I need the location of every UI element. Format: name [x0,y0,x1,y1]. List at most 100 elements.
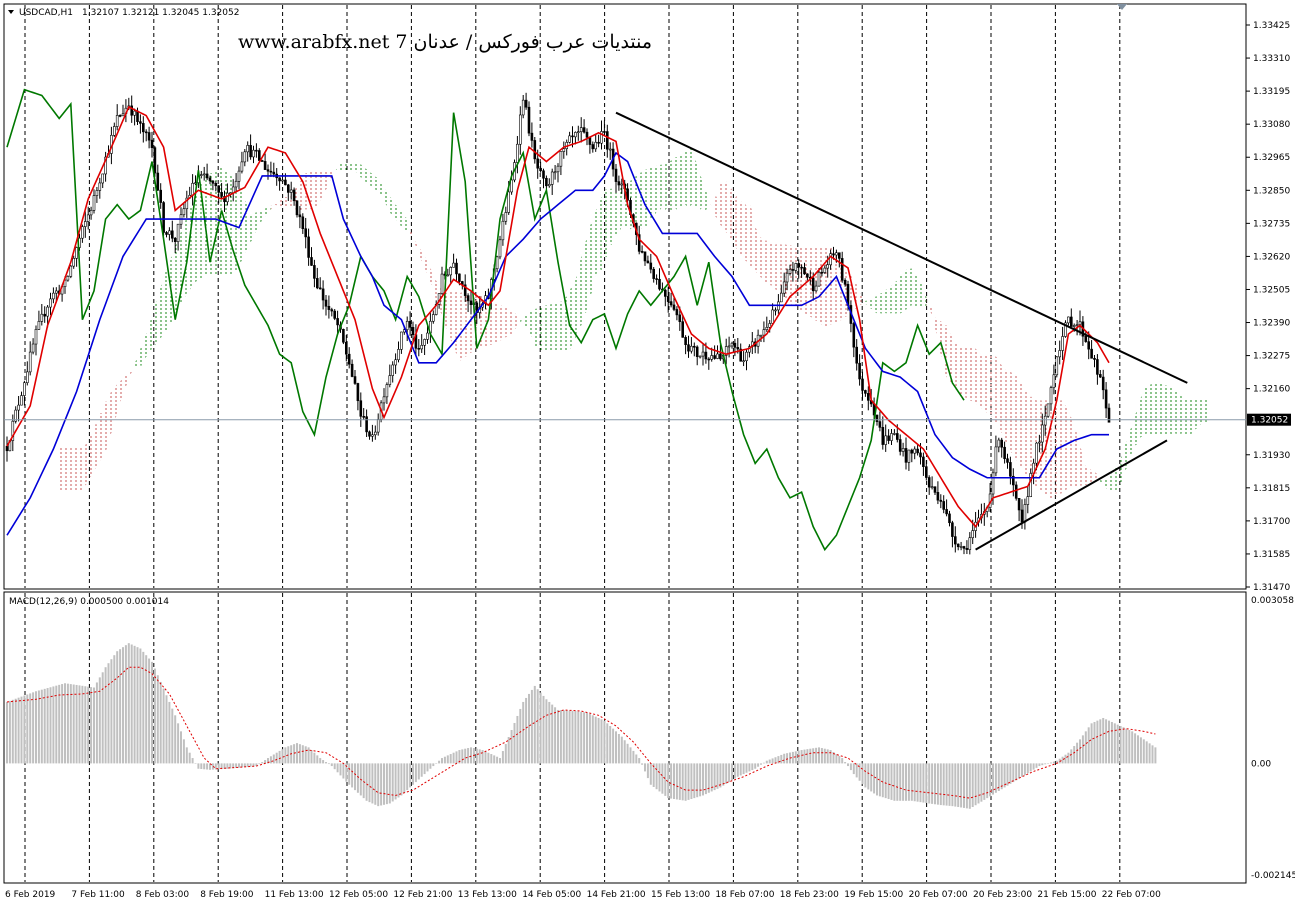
candle-bear [136,110,139,122]
macd-bar [757,763,760,767]
macd-bar [794,751,797,764]
macd-bar [881,763,884,798]
macd-bar [873,763,876,794]
macd-bar [530,689,533,764]
candle-bull [1052,374,1056,388]
candle-bear [359,400,363,417]
price-pane[interactable] [3,3,1247,590]
candle-bull [234,180,238,188]
macd-bar [748,763,751,772]
candle-bear [591,144,595,150]
macd-bar [371,763,374,804]
macd-bar [577,711,580,764]
shift-marker-icon[interactable] [1117,4,1127,10]
candle-bear [719,353,722,360]
candle-bull [701,351,705,357]
macd-bar [1006,763,1009,786]
trendlines[interactable] [615,111,1188,551]
macd-bar [1125,728,1128,764]
candle-bear [965,548,969,550]
macd-bar [8,700,11,764]
candle-bull [959,546,963,548]
candle-bull [913,448,917,454]
candle-bull [1026,496,1030,505]
macd-bar [64,683,66,764]
candle-bull [252,149,255,158]
macd-bar [803,749,806,764]
macd-bar [319,758,322,764]
macd-bar [623,740,626,764]
candle-bear [324,299,328,307]
candle-bear [866,393,870,401]
macd-bar [974,763,977,806]
candle-bull [423,339,426,346]
time-axis[interactable]: 6 Feb 2019 7 Feb 11:00 8 Feb 03:00 8 Feb 19… [5,890,1161,900]
candle-bull [594,141,598,150]
macd-bar [127,643,130,764]
candle-bull [579,127,583,132]
macd-bar [481,750,484,764]
candle-bear [1017,498,1021,511]
candle-bull [501,220,505,241]
macd-bar [420,763,423,777]
chikou-span-line [6,88,965,552]
macd-bar [638,758,641,764]
candle-bull [1041,424,1044,443]
macd-bar [652,763,655,787]
macd-bar [902,763,905,801]
price-label: 1.32160 [1253,385,1290,395]
candle-bear [321,288,325,301]
candle-bear [652,268,656,279]
candle-bull [1043,415,1047,426]
macd-bar [980,763,983,802]
macd-bar [693,763,696,799]
candle-bear [211,180,215,184]
candle-bull [829,253,832,266]
macd-bar [441,758,443,764]
macd-bar [629,747,632,764]
price-label: 1.32275 [1253,352,1290,362]
time-label: 12 Feb 05:00 [329,890,388,900]
candle-bull [884,435,888,445]
macd-bar [168,701,171,764]
macd-bar [458,750,461,764]
macd-bar [809,748,812,764]
candle-bear [643,251,647,262]
candle-bull [69,265,73,277]
candle-bull [66,276,70,281]
macd-bar [1087,727,1090,764]
candle-bull [553,171,557,174]
candle-bear [939,499,943,502]
macd-bar [116,651,119,764]
macd-bar [351,763,354,788]
macd-bar [644,763,646,772]
candle-bull [730,342,734,347]
macd-bar [907,763,910,801]
price-label: 1.32620 [1253,252,1290,262]
candle-bear [315,278,319,289]
candle-bear [333,310,337,319]
macd-bar [49,687,52,764]
candle-bear [542,170,545,179]
macd-bar [383,763,385,805]
macd-bar [29,693,32,764]
macd-bar [139,648,142,764]
chevron-down-icon[interactable] [8,10,14,14]
candle-bear [881,427,885,445]
macd-bar [90,687,93,764]
candle-bull [237,170,241,182]
macd-bar [1108,720,1110,764]
candle-bull [185,197,189,210]
macd-bar [774,757,777,764]
candle-bear [582,127,586,133]
macd-pane[interactable] [3,591,1247,884]
price-axis[interactable]: 1.33425 1.33310 1.33195 1.33080 1.32965 1.328… [1246,21,1291,593]
candle-bear [130,105,133,116]
macd-bar [1026,763,1029,774]
macd-bar [287,746,290,764]
candle-bear [1087,341,1090,350]
macd-bar [1064,754,1067,764]
macd-bar [1035,763,1038,768]
cloud-bear-segment [59,370,132,491]
